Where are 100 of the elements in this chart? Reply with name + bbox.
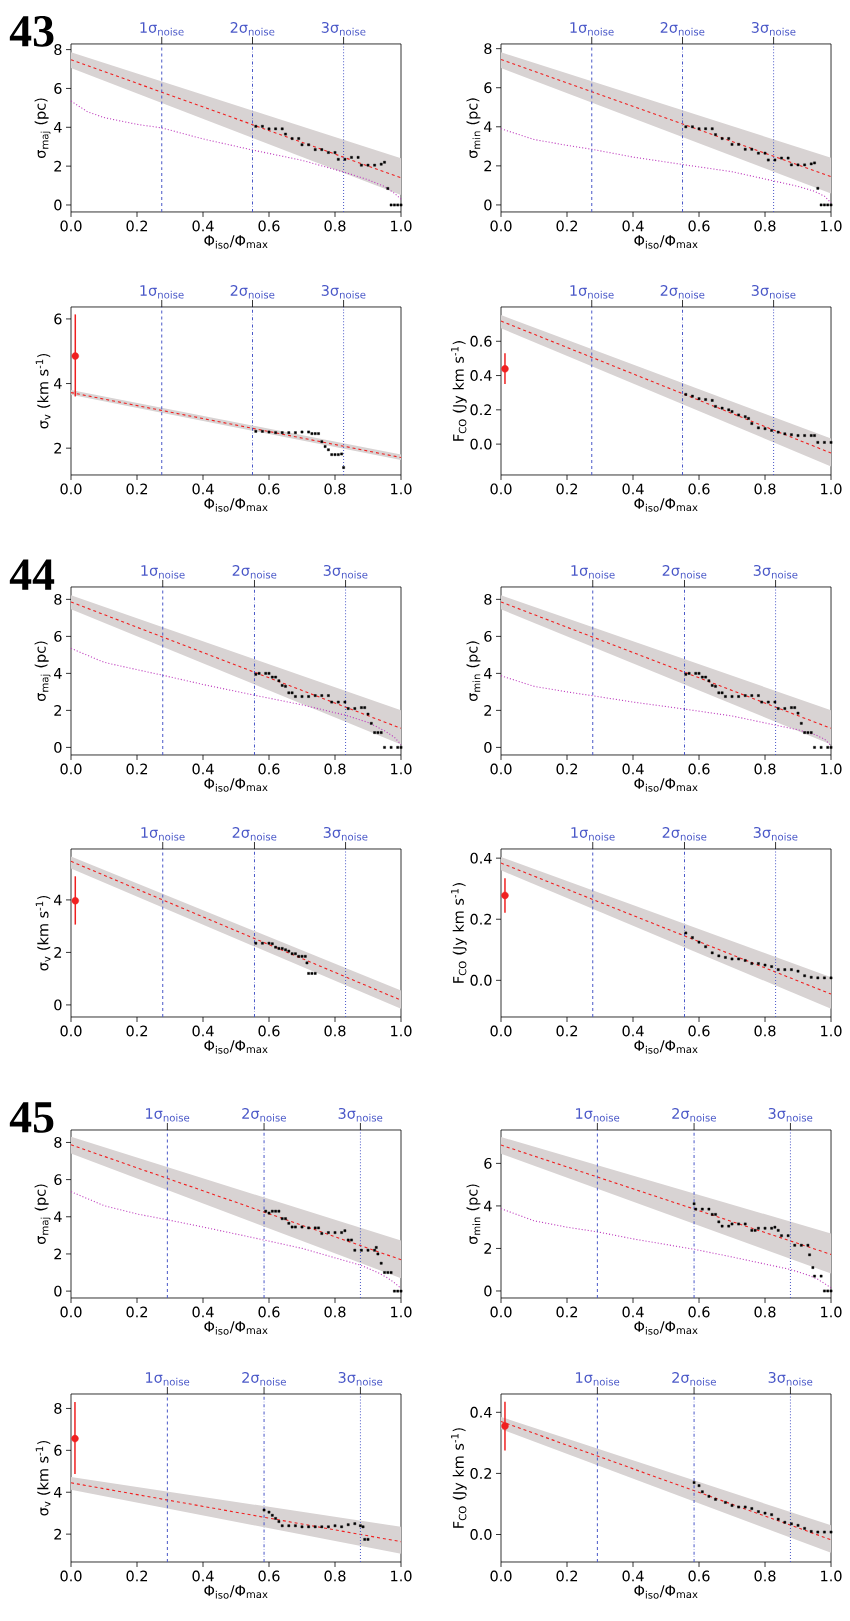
y-tick-label: 4 xyxy=(53,1486,62,1498)
ref-line-label: 1σ$_{noise}$ xyxy=(570,285,614,299)
point xyxy=(386,1271,390,1274)
point xyxy=(743,1505,747,1509)
point xyxy=(340,1231,343,1234)
x-axis-title: Φ$_{iso}$/Φ$_{max}$ xyxy=(204,235,268,249)
point xyxy=(730,695,734,698)
point xyxy=(727,137,731,140)
point xyxy=(714,133,717,136)
point xyxy=(743,1222,747,1226)
point xyxy=(290,691,294,695)
point xyxy=(790,968,793,971)
point xyxy=(274,127,277,131)
point xyxy=(724,695,727,698)
point xyxy=(300,143,304,147)
y-tick-label: 6 xyxy=(54,313,62,325)
point xyxy=(264,672,267,675)
point xyxy=(796,711,800,715)
point xyxy=(753,1229,757,1232)
point xyxy=(379,162,383,166)
y-tick-label: 8 xyxy=(54,593,62,605)
ref-line-label: 2σ$_{noise}$ xyxy=(672,1107,716,1122)
x-tick-label: 1.0 xyxy=(821,1570,842,1582)
point xyxy=(389,1271,393,1274)
point xyxy=(714,405,717,408)
point xyxy=(763,963,767,967)
x-tick-label: 0.4 xyxy=(192,763,214,775)
point xyxy=(284,685,287,688)
point xyxy=(816,441,820,444)
point xyxy=(330,700,333,704)
y-tick-label: 4 xyxy=(53,668,62,679)
point xyxy=(366,1248,370,1252)
point xyxy=(691,125,694,129)
point xyxy=(776,707,780,710)
x-tick-label: 0.8 xyxy=(754,1025,776,1037)
point xyxy=(757,694,760,697)
x-tick-label: 0.6 xyxy=(258,1306,280,1318)
point xyxy=(317,432,320,435)
point xyxy=(277,947,281,950)
point xyxy=(737,1222,740,1226)
point xyxy=(773,158,777,162)
point xyxy=(287,691,291,695)
x-tick-label: 0.4 xyxy=(192,220,214,232)
x-axis-title: Φ$_{iso}$/Φ$_{max}$ xyxy=(634,1585,698,1599)
ref-line-label: 2σ$_{noise}$ xyxy=(232,564,277,579)
point xyxy=(396,203,400,207)
point xyxy=(829,203,833,207)
y-tick-label: 2 xyxy=(54,947,62,958)
ref-line-label: 1σ$_{noise}$ xyxy=(576,1108,620,1122)
point xyxy=(730,410,734,413)
point xyxy=(750,962,754,965)
y-tick-label: 0 xyxy=(54,999,62,1011)
point xyxy=(783,707,787,710)
y-tick-label: 2 xyxy=(54,1528,62,1540)
ref-line-label: 3σ$_{noise}$ xyxy=(321,21,366,36)
x-tick-label: 0.6 xyxy=(258,1570,280,1582)
point xyxy=(320,1232,324,1235)
point xyxy=(313,972,317,975)
point xyxy=(370,722,373,725)
point xyxy=(307,695,310,698)
point xyxy=(714,685,717,688)
point xyxy=(783,968,787,971)
ref-line-label: 2σ$_{noise}$ xyxy=(660,284,705,299)
point xyxy=(803,163,806,167)
x-axis-title: Φ$_{iso}$/Φ$_{max}$ xyxy=(634,235,698,249)
ref-line-label: 2σ$_{noise}$ xyxy=(660,21,705,36)
point xyxy=(823,1530,826,1534)
point xyxy=(350,156,353,159)
point xyxy=(261,941,264,945)
point xyxy=(724,1501,727,1504)
point xyxy=(691,936,694,939)
point xyxy=(790,433,793,436)
y-tick-label: 0 xyxy=(484,199,492,211)
point xyxy=(304,955,307,958)
y-tick-label: 2 xyxy=(484,705,492,716)
point xyxy=(396,746,400,749)
y-axis-title: σ$_{v}$ (km s$^{-1}$) xyxy=(35,1440,51,1516)
point xyxy=(307,143,310,147)
point xyxy=(803,434,806,437)
point xyxy=(697,397,701,400)
point xyxy=(786,156,790,160)
point xyxy=(780,1234,783,1237)
point xyxy=(501,1422,509,1430)
x-tick-label: 0.2 xyxy=(126,220,148,232)
point xyxy=(290,952,294,956)
point xyxy=(277,679,281,683)
point xyxy=(343,700,347,704)
point xyxy=(343,1229,347,1233)
point xyxy=(776,1229,780,1232)
point xyxy=(750,422,754,425)
point xyxy=(327,1525,330,1529)
point xyxy=(747,417,750,420)
y-tick-label: 0.0 xyxy=(470,1529,492,1540)
x-tick-label: 0.2 xyxy=(556,1306,578,1318)
point xyxy=(737,695,740,698)
point xyxy=(307,430,310,434)
point xyxy=(829,441,833,444)
y-tick-label: 0.0 xyxy=(470,438,492,450)
point xyxy=(809,434,813,437)
y-tick-label: 8 xyxy=(54,44,62,56)
